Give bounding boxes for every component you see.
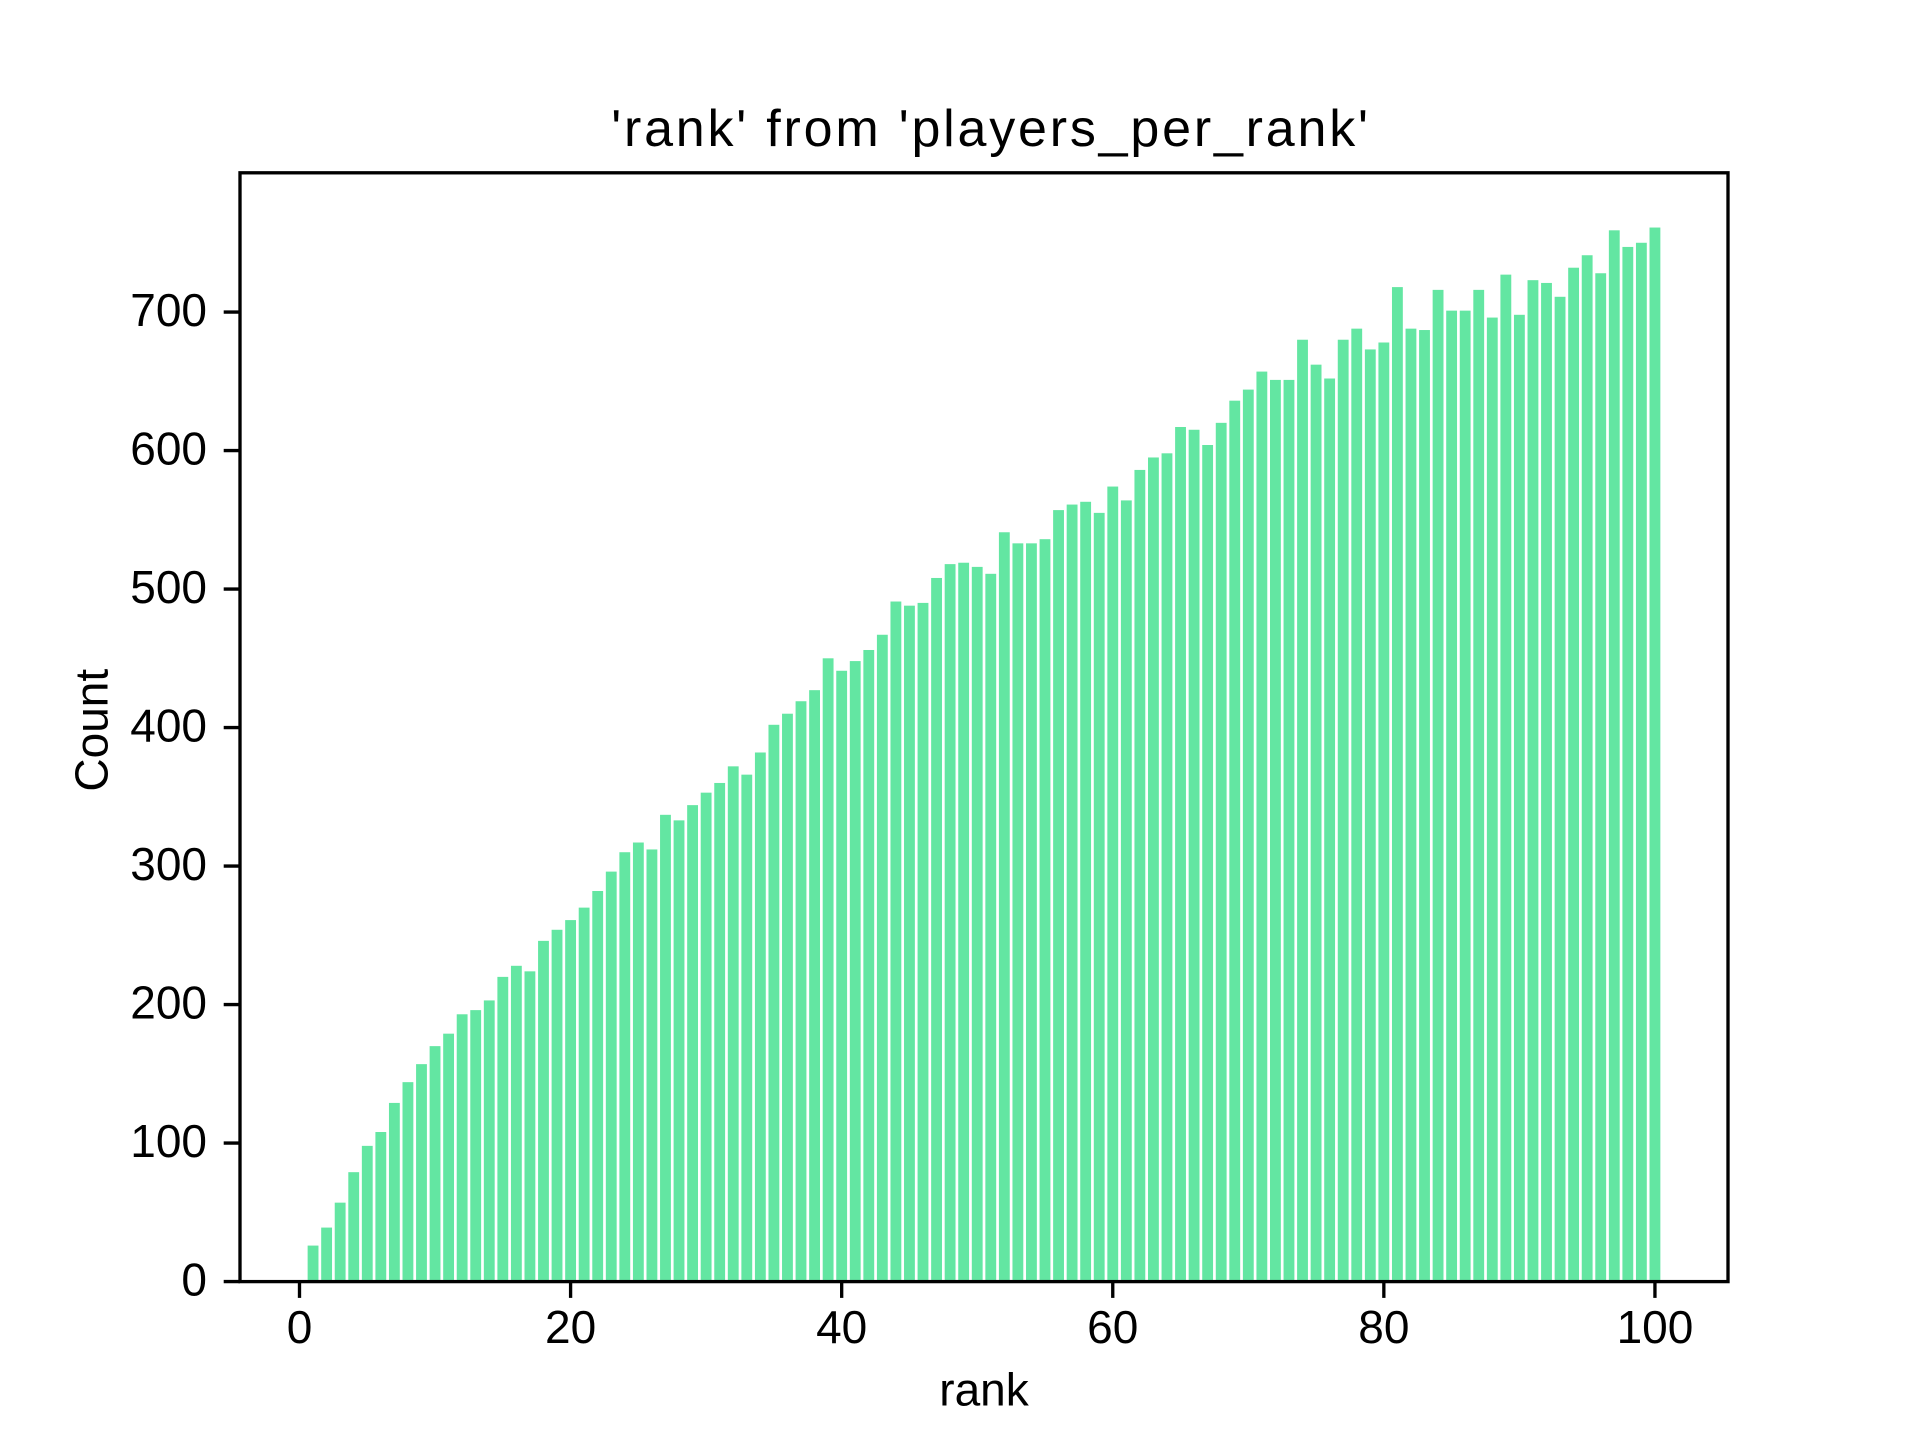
svg-text:100: 100 xyxy=(1617,1301,1694,1353)
svg-text:40: 40 xyxy=(816,1301,867,1353)
svg-text:200: 200 xyxy=(130,977,207,1029)
svg-text:400: 400 xyxy=(130,700,207,752)
svg-text:20: 20 xyxy=(545,1301,596,1353)
svg-text:Count: Count xyxy=(66,669,118,792)
svg-text:80: 80 xyxy=(1358,1301,1409,1353)
svg-text:300: 300 xyxy=(130,838,207,890)
svg-text:60: 60 xyxy=(1087,1301,1138,1353)
svg-text:0: 0 xyxy=(287,1301,313,1353)
svg-text:rank: rank xyxy=(939,1364,1029,1416)
svg-text:700: 700 xyxy=(130,284,207,336)
svg-text:'rank' from 'players_per_rank': 'rank' from 'players_per_rank' xyxy=(611,100,1371,158)
svg-text:600: 600 xyxy=(130,423,207,475)
svg-text:100: 100 xyxy=(130,1115,207,1167)
svg-text:0: 0 xyxy=(181,1254,207,1306)
svg-text:500: 500 xyxy=(130,561,207,613)
